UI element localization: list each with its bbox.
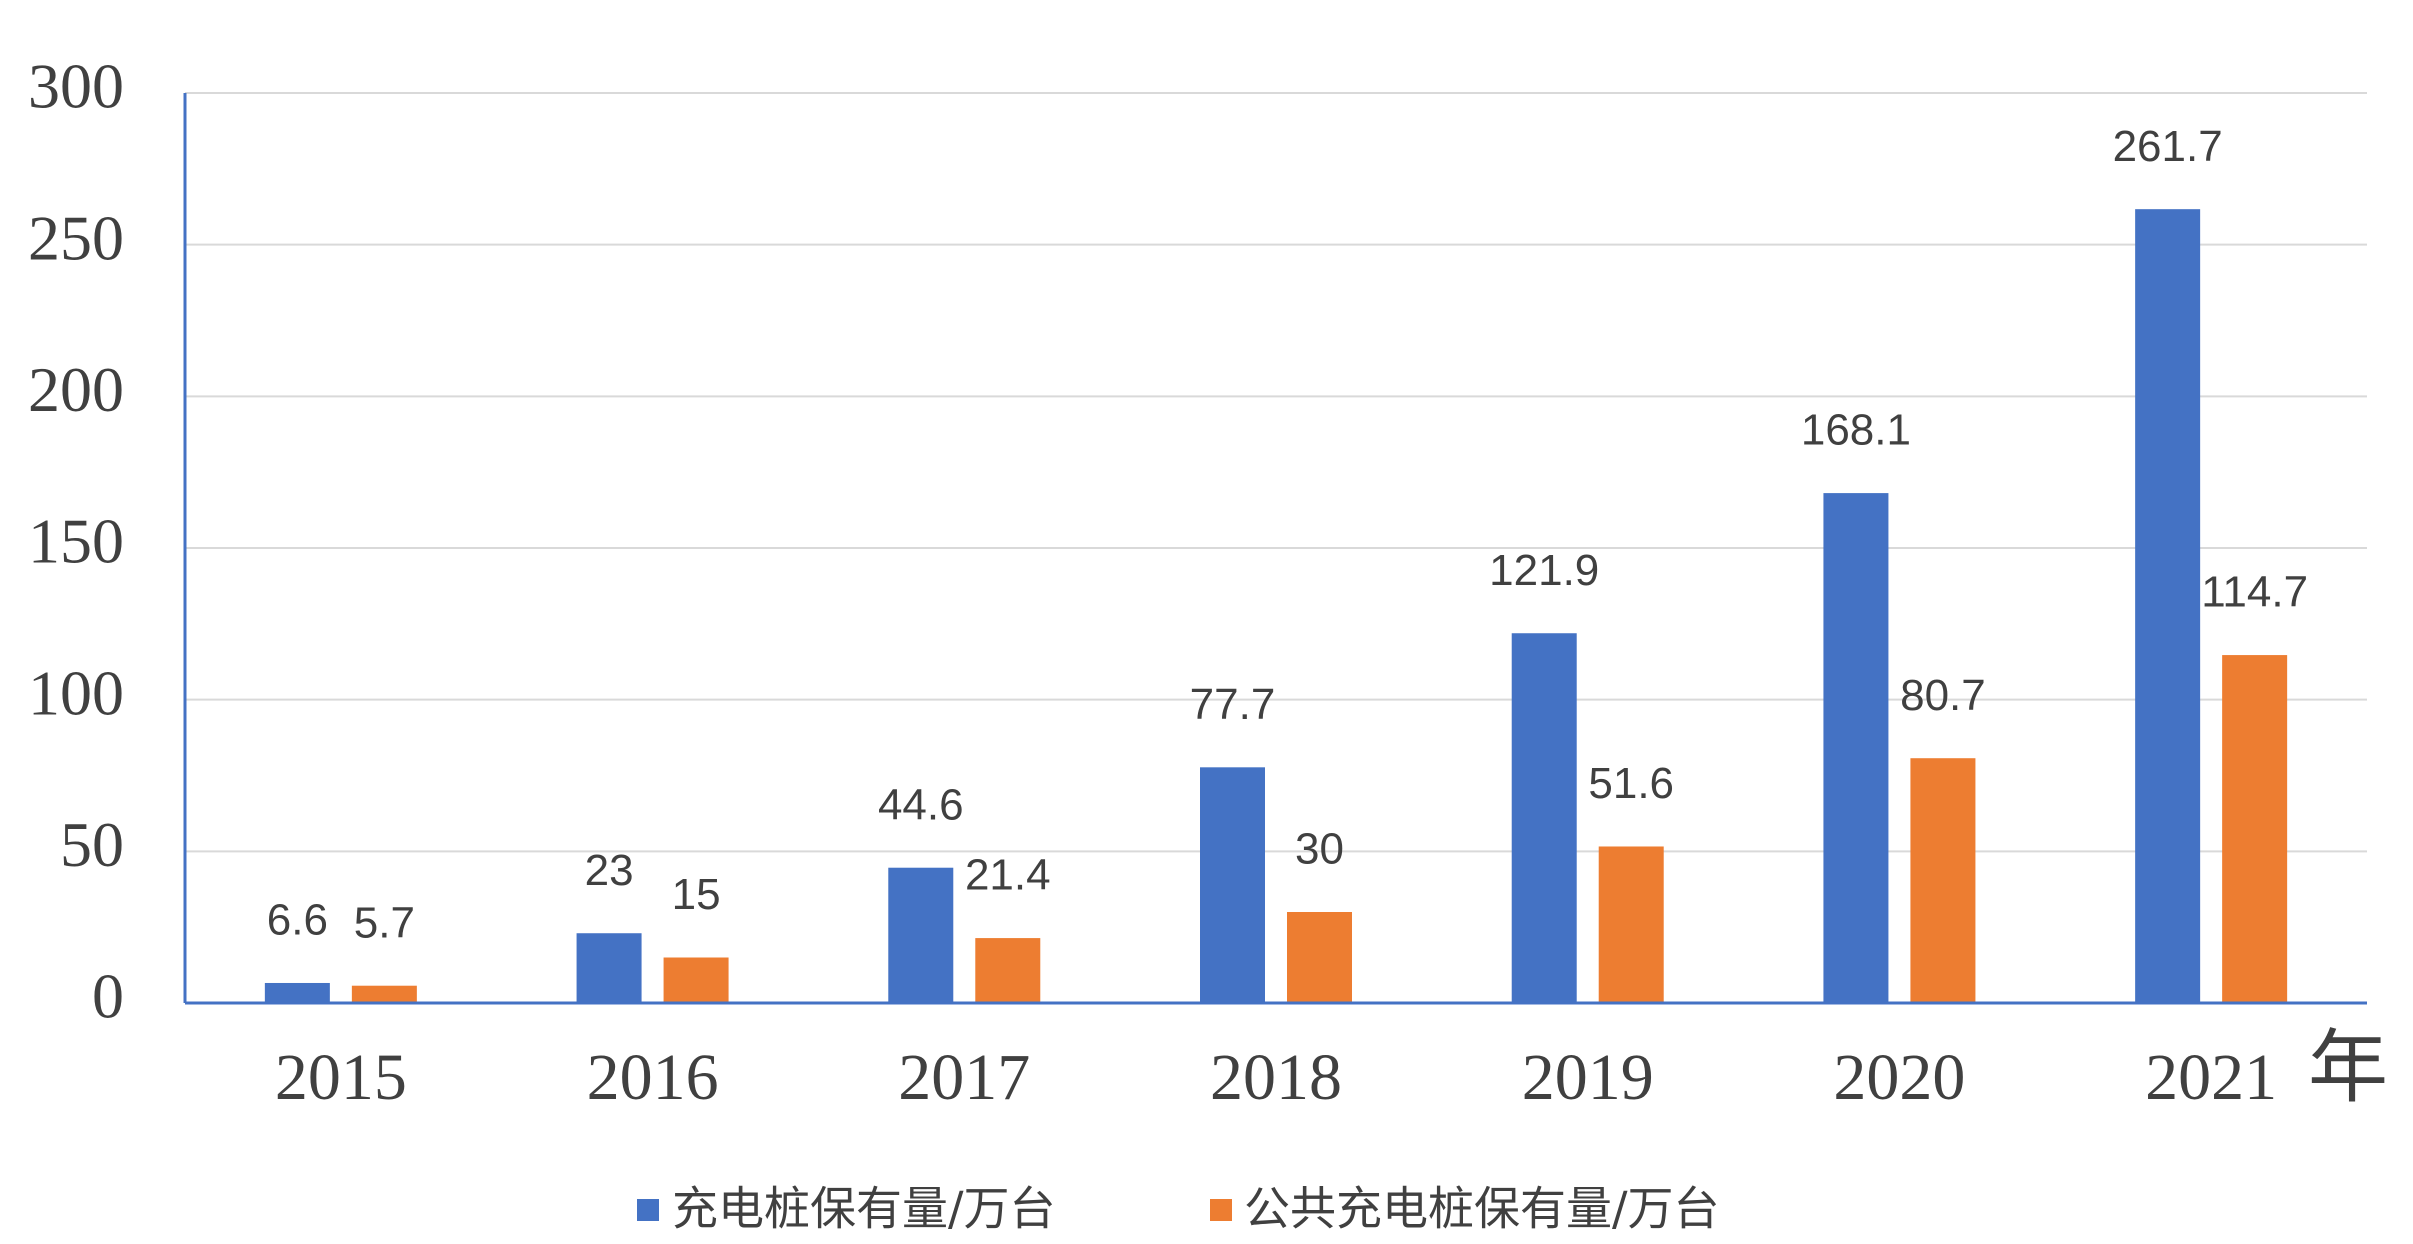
legend-swatch-public-charging-piles — [1210, 1199, 1232, 1221]
data-label-public-charging-piles-2017: 21.4 — [965, 851, 1051, 900]
data-label-charging-piles-2017: 44.6 — [878, 780, 964, 829]
bar-public-charging-piles-2019 — [1598, 846, 1664, 1003]
bar-charging-piles-2016 — [576, 933, 642, 1003]
legend-swatch-charging-piles — [637, 1199, 659, 1221]
bar-public-charging-piles-2017 — [975, 938, 1041, 1003]
data-label-public-charging-piles-2019: 51.6 — [1588, 759, 1674, 808]
bar-public-charging-piles-2020 — [1910, 758, 1976, 1003]
y-tick-label-250: 250 — [28, 202, 124, 273]
data-label-public-charging-piles-2015: 5.7 — [354, 898, 415, 947]
x-tick-label-2019: 2019 — [1522, 1041, 1654, 1114]
x-tick-labels: 2015 2016 2017 2018 2019 2020 2021 — [275, 1041, 2277, 1114]
data-label-charging-piles-2018: 77.7 — [1190, 680, 1276, 729]
bar-public-charging-piles-2021 — [2222, 655, 2288, 1003]
axes — [183, 93, 2367, 1005]
data-label-public-charging-piles-2016: 15 — [672, 870, 721, 919]
data-label-public-charging-piles-2020: 80.7 — [1900, 671, 1986, 720]
data-labels: 6.6 23 44.6 77.7 121.9 168.1 261.7 5.7 15 21.4 30 5… — [267, 122, 2308, 948]
x-tick-label-2016: 2016 — [587, 1041, 719, 1114]
y-tick-label-50: 50 — [60, 809, 124, 880]
bar-public-charging-piles-2015 — [351, 985, 417, 1003]
legend-label-charging-piles: 充电桩保有量/万台 — [672, 1182, 1056, 1236]
bar-charging-piles-2017 — [888, 867, 954, 1003]
x-axis-unit-label: 年 — [2308, 1021, 2388, 1114]
legend: 充电桩保有量/万台 公共充电桩保有量/万台 — [637, 1182, 1720, 1236]
bar-charging-piles-2019 — [1511, 633, 1577, 1003]
x-tick-label-2020: 2020 — [1833, 1041, 1965, 1114]
legend-label-public-charging-piles: 公共充电桩保有量/万台 — [1244, 1182, 1720, 1236]
data-label-public-charging-piles-2018: 30 — [1295, 825, 1344, 874]
data-label-charging-piles-2021: 261.7 — [2113, 122, 2223, 171]
x-tick-label-2015: 2015 — [275, 1041, 407, 1114]
y-tick-label-150: 150 — [28, 506, 124, 577]
data-label-public-charging-piles-2021: 114.7 — [2201, 568, 2308, 617]
data-label-charging-piles-2020: 168.1 — [1801, 406, 1911, 455]
y-tick-label-300: 300 — [28, 51, 124, 122]
data-label-charging-piles-2015: 6.6 — [267, 896, 328, 945]
bar-charging-piles-2018 — [1200, 767, 1265, 1003]
y-tick-label-100: 100 — [28, 657, 124, 728]
bar-public-charging-piles-2018 — [1287, 912, 1352, 1003]
gridlines — [185, 92, 2367, 853]
data-label-charging-piles-2016: 23 — [585, 846, 634, 895]
x-tick-label-2021: 2021 — [2145, 1041, 2277, 1114]
bar-charging-piles-2020 — [1823, 493, 1889, 1003]
x-tick-label-2017: 2017 — [898, 1041, 1030, 1114]
data-label-charging-piles-2019: 121.9 — [1489, 546, 1599, 595]
x-tick-label-2018: 2018 — [1210, 1041, 1342, 1114]
bar-public-charging-piles-2016 — [663, 957, 729, 1003]
bar-charging-piles-2015 — [264, 982, 330, 1003]
y-tick-label-0: 0 — [92, 961, 124, 1032]
y-tick-label-200: 200 — [28, 354, 124, 425]
bar-charging-piles-2021 — [2135, 209, 2201, 1004]
y-tick-labels: 0 50 100 150 200 250 300 — [28, 51, 124, 1032]
bars — [264, 209, 2288, 1004]
